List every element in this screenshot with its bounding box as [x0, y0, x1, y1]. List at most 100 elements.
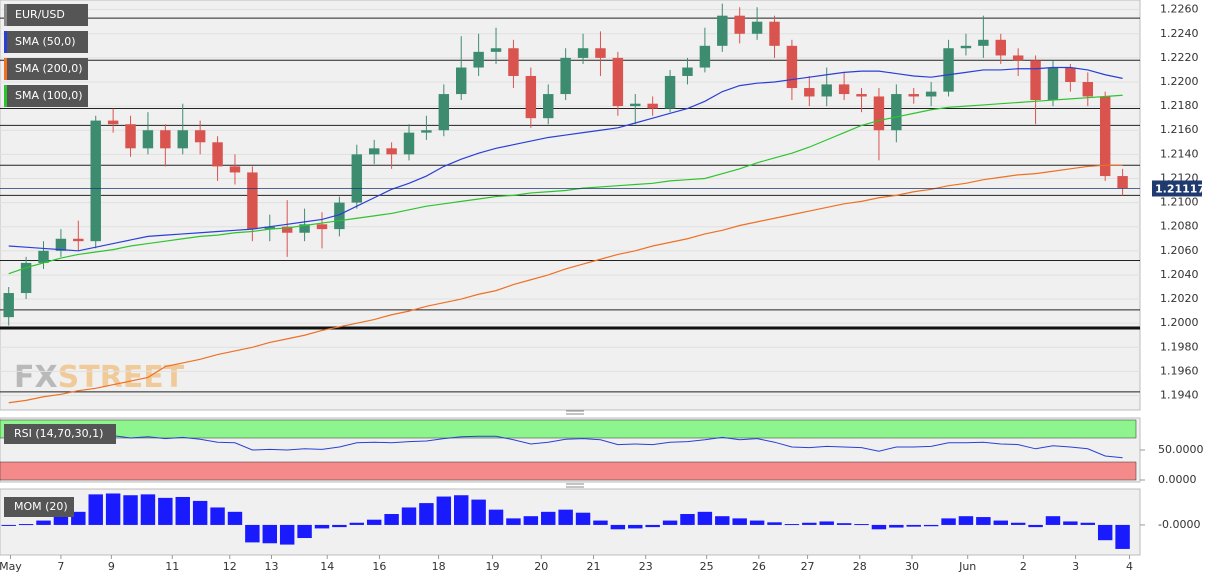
- mom-bar: [175, 496, 190, 525]
- candle-body: [55, 238, 67, 251]
- legend-label: SMA (50,0): [15, 35, 76, 48]
- mom-bar: [1045, 516, 1061, 525]
- x-tick-label: 25: [700, 560, 714, 573]
- upper-band: [0, 419, 1137, 439]
- mom-bar: [871, 524, 887, 530]
- x-tick-label: 30: [905, 560, 919, 573]
- candle-body: [368, 148, 380, 155]
- candle-body: [38, 250, 49, 263]
- candle-body: [1047, 67, 1059, 101]
- candle-body: [490, 48, 502, 52]
- mom-bar: [297, 524, 312, 539]
- candle-body: [734, 15, 745, 34]
- mom-bar: [906, 524, 921, 527]
- candle-body: [281, 226, 293, 233]
- mom-bar: [123, 495, 138, 525]
- mom-bar: [105, 493, 121, 525]
- mom-bar: [419, 503, 434, 525]
- x-tick-label: 28: [853, 560, 867, 573]
- candle-body: [856, 94, 867, 97]
- x-tick-label: 20: [534, 560, 548, 573]
- candle-body: [1117, 176, 1128, 189]
- mom-bar: [18, 524, 34, 526]
- mom-bar: [36, 520, 51, 525]
- mom-bar: [819, 521, 834, 525]
- mom-bar: [993, 520, 1008, 525]
- x-tick-label: 11: [165, 560, 179, 573]
- candle-body: [873, 96, 885, 131]
- y-tick-label: 1.1960: [1160, 364, 1199, 377]
- x-tick-label: 26: [752, 560, 766, 573]
- candle-body: [682, 67, 693, 76]
- candle-body: [978, 39, 989, 46]
- mom-bar: [488, 509, 504, 525]
- candle-body: [125, 124, 136, 149]
- mom-bar: [715, 516, 730, 525]
- legend-box: [4, 31, 88, 53]
- candle-body: [577, 48, 589, 58]
- candle-body: [212, 142, 223, 167]
- candle-body: [699, 45, 711, 68]
- mom-bar: [836, 523, 852, 525]
- mom-bar: [976, 517, 991, 525]
- candle-body: [891, 94, 902, 131]
- mom-bar: [1010, 522, 1026, 525]
- candle-body: [160, 130, 171, 149]
- candle-body: [20, 262, 32, 294]
- mom-bar: [610, 524, 626, 530]
- y-tick-label: 1.2200: [1160, 75, 1199, 88]
- mom-bar: [401, 507, 417, 525]
- y-tick-label: 1.2060: [1160, 244, 1199, 257]
- mom-bar: [140, 494, 156, 525]
- candle-body: [90, 120, 101, 242]
- mom-bar: [575, 512, 591, 525]
- legend-swatch: [4, 31, 7, 53]
- mom-bar: [628, 524, 643, 529]
- x-tick-label: Jun: [958, 560, 976, 573]
- candle-body: [525, 75, 537, 119]
- mom-bar: [732, 518, 747, 525]
- y-tick-label: 1.2020: [1160, 292, 1199, 305]
- candle-body: [717, 15, 728, 46]
- x-tick-label: 23: [639, 560, 653, 573]
- candle-body: [925, 91, 937, 97]
- mom-bar: [366, 519, 382, 525]
- candle-body: [786, 45, 798, 89]
- candle-body: [299, 224, 310, 233]
- panel-handle: [566, 410, 584, 488]
- candle-body: [838, 84, 850, 95]
- mom-bar: [923, 524, 939, 527]
- sma-line: [8, 94, 1123, 275]
- y-tick-label: 1.2080: [1160, 220, 1199, 233]
- x-tick-label: 7: [57, 560, 64, 573]
- x-tick-label: 14: [320, 560, 334, 573]
- mom-bar: [1, 524, 16, 526]
- mom-bar: [262, 524, 277, 544]
- mom-bar: [558, 509, 573, 525]
- mom-bar: [1063, 521, 1078, 525]
- legend-box: [4, 58, 88, 80]
- candle-body: [264, 226, 275, 230]
- mom-bar: [245, 524, 260, 543]
- candle-body: [1065, 67, 1076, 82]
- mom-bar: [523, 516, 539, 525]
- watermark-street: STREET: [58, 360, 185, 395]
- legend-box: [4, 4, 88, 26]
- y-tick-label: 1.2220: [1160, 51, 1199, 64]
- candle-body: [560, 57, 571, 95]
- x-tick-label: 16: [372, 560, 386, 573]
- candle-body: [647, 103, 658, 109]
- mom-bar: [802, 522, 817, 525]
- last-price-label: 1.21117: [1155, 182, 1205, 195]
- mom-bar: [1097, 524, 1113, 541]
- x-tick-label: 4: [1126, 560, 1133, 573]
- mom-bar: [889, 524, 904, 528]
- mom-bar: [506, 518, 521, 525]
- candle-body: [595, 48, 606, 58]
- y-tick-label: 0.0000: [1158, 473, 1197, 486]
- mom-bar: [784, 524, 800, 526]
- candle-body: [1082, 82, 1094, 97]
- x-tick-label: 9: [108, 560, 115, 573]
- mom-bar: [210, 507, 225, 525]
- mom-bar: [88, 494, 103, 525]
